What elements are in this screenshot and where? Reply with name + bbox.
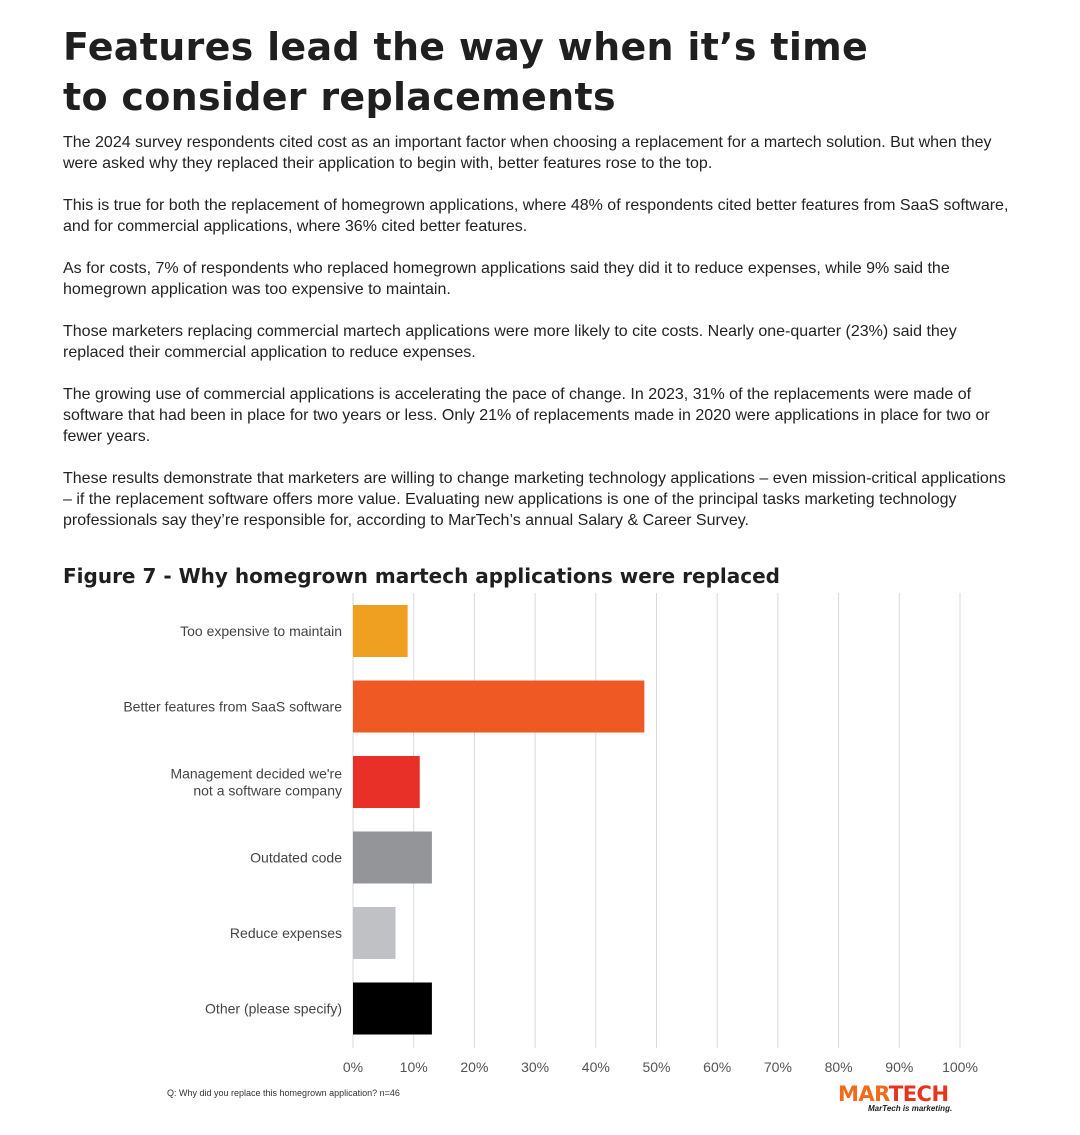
- bar: [353, 605, 408, 657]
- body-text: The 2024 survey respondents cited cost a…: [63, 132, 1018, 552]
- page-title-line-2: to consider replacements: [63, 75, 616, 119]
- y-category-label: Other (please specify): [205, 1001, 342, 1017]
- logo-word-accent: TECH: [888, 1082, 949, 1106]
- paragraph: This is true for both the replacement of…: [63, 197, 1009, 235]
- bar: [353, 831, 432, 884]
- x-tick-label: 90%: [885, 1059, 913, 1075]
- page-title: Features lead the way when it’s time to …: [63, 22, 963, 122]
- chart-bars: [353, 605, 645, 1035]
- logo-tagline: MarTech is marketing.: [868, 1104, 953, 1113]
- logo-word-main: MAR: [838, 1082, 889, 1106]
- x-tick-label: 50%: [642, 1059, 670, 1075]
- paragraph: The 2024 survey respondents cited cost a…: [63, 134, 992, 172]
- y-category-label: Reduce expenses: [230, 925, 342, 941]
- bar: [353, 907, 396, 959]
- x-tick-label: 20%: [460, 1059, 488, 1075]
- paragraph: These results demonstrate that marketers…: [63, 470, 1006, 529]
- bar-chart: Too expensive to maintain Better features…: [123, 593, 978, 1075]
- x-tick-label: 10%: [400, 1059, 428, 1075]
- x-tick-label: 40%: [582, 1059, 610, 1075]
- bar: [353, 756, 420, 808]
- page-title-line-1: Features lead the way when it’s time: [63, 25, 869, 69]
- y-category-label: Management decided we're not a software c…: [170, 766, 342, 799]
- chart-tick-labels: 0% 10% 20% 30% 40% 50% 60% 70% 80% 90% 100%: [343, 1059, 978, 1075]
- y-category-label: Better features from SaaS software: [123, 699, 342, 715]
- bar: [353, 982, 432, 1035]
- x-tick-label: 100%: [942, 1059, 978, 1075]
- x-tick-label: 80%: [825, 1059, 853, 1075]
- y-category-label: Too expensive to maintain: [180, 623, 342, 639]
- martech-logo: MARTECH MarTech is marketing.: [838, 1083, 988, 1119]
- x-tick-label: 60%: [703, 1059, 731, 1075]
- x-tick-label: 30%: [521, 1059, 549, 1075]
- x-tick-label: 0%: [343, 1059, 363, 1075]
- paragraph: The growing use of commercial applicatio…: [63, 386, 990, 445]
- figure-title: Figure 7 - Why homegrown martech applica…: [63, 564, 780, 588]
- paragraph: As for costs, 7% of respondents who repl…: [63, 260, 950, 298]
- logo-wordmark: MARTECH: [838, 1083, 988, 1105]
- chart-category-labels: Too expensive to maintain Better features…: [123, 623, 342, 1017]
- x-tick-label: 70%: [764, 1059, 792, 1075]
- chart-gridlines: [352, 593, 961, 1048]
- figure-footnote: Q: Why did you replace this homegrown ap…: [167, 1088, 400, 1098]
- bar: [353, 680, 645, 733]
- paragraph: Those marketers replacing commercial mar…: [63, 323, 957, 361]
- y-category-label: Outdated code: [250, 850, 342, 866]
